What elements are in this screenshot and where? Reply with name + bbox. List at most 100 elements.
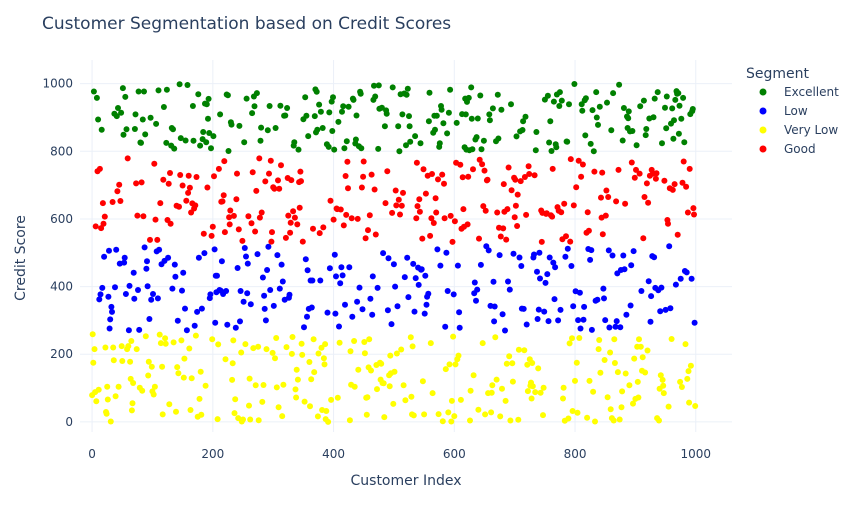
legend-item-good[interactable]: Good <box>759 142 816 156</box>
data-point-good <box>652 175 659 182</box>
data-point-very-low <box>506 353 513 360</box>
data-point-good <box>602 212 609 219</box>
data-point-very-low <box>398 346 405 353</box>
data-point-good <box>441 215 448 222</box>
data-point-good <box>433 209 440 216</box>
data-point-excellent <box>313 88 320 95</box>
data-point-low <box>531 251 537 258</box>
data-point-good <box>294 221 301 228</box>
data-point-good <box>192 202 199 209</box>
data-point-excellent <box>155 87 162 94</box>
data-point-good <box>291 214 298 221</box>
data-point-good <box>185 172 192 179</box>
data-point-good <box>419 235 426 242</box>
legend-item-excellent[interactable]: Excellent <box>759 85 840 99</box>
data-point-low <box>278 261 285 268</box>
data-point-very-low <box>560 384 567 391</box>
data-point-very-low <box>529 383 536 390</box>
data-point-good <box>208 232 215 239</box>
data-point-excellent <box>604 99 610 106</box>
legend[interactable]: Segment Excellent Low Very Low Good <box>746 66 839 156</box>
data-point-very-low <box>678 384 685 390</box>
data-point-excellent <box>440 120 447 127</box>
data-point-low <box>338 264 345 271</box>
data-point-low <box>516 254 523 261</box>
data-point-excellent <box>477 92 484 99</box>
data-point-very-low <box>320 355 327 362</box>
data-point-good <box>497 233 504 240</box>
data-point-good <box>585 227 592 234</box>
data-point-excellent <box>520 118 527 125</box>
data-point-excellent <box>547 118 554 125</box>
data-point-low <box>274 252 281 259</box>
data-point-excellent <box>330 94 336 101</box>
x-axis-title: Customer Index <box>351 473 462 489</box>
data-point-very-low <box>301 398 308 405</box>
data-point-low <box>523 321 530 328</box>
data-point-low <box>544 271 551 278</box>
data-point-good <box>185 189 192 196</box>
data-point-excellent <box>480 137 487 144</box>
data-point-low <box>218 258 225 265</box>
data-point-low <box>339 272 346 279</box>
data-point-low <box>617 324 624 331</box>
data-point-good <box>285 212 292 219</box>
data-point-very-low <box>390 400 397 407</box>
data-point-very-low <box>130 380 137 386</box>
data-points <box>89 81 699 425</box>
data-point-excellent <box>302 94 309 101</box>
data-point-good <box>96 165 103 172</box>
data-point-very-low <box>188 375 195 382</box>
data-point-good <box>133 180 140 187</box>
data-point-excellent <box>123 126 130 133</box>
data-point-very-low <box>590 388 597 395</box>
data-point-excellent <box>637 103 644 110</box>
legend-item-very-low[interactable]: Very Low <box>759 123 839 137</box>
data-point-good <box>288 177 295 184</box>
data-point-good <box>683 183 690 190</box>
data-point-very-low <box>355 366 362 373</box>
data-point-excellent <box>556 89 563 96</box>
data-point-excellent <box>659 140 665 147</box>
legend-item-low[interactable]: Low <box>759 104 808 118</box>
data-point-good <box>389 209 396 216</box>
data-point-excellent <box>589 107 596 114</box>
data-point-low <box>359 306 366 313</box>
data-point-low <box>576 289 583 296</box>
data-point-excellent <box>582 132 589 139</box>
data-point-very-low <box>321 361 328 368</box>
data-point-very-low <box>115 383 122 390</box>
data-point-very-low <box>311 369 318 376</box>
data-point-very-low <box>607 349 614 356</box>
data-point-low <box>410 260 417 267</box>
data-point-low <box>491 318 498 325</box>
data-point-very-low <box>366 336 373 343</box>
data-point-very-low <box>619 388 626 395</box>
data-point-good <box>276 185 283 192</box>
data-point-very-low <box>107 418 114 425</box>
data-point-very-low <box>292 386 299 393</box>
data-point-good <box>330 216 337 223</box>
y-tick-label: 800 <box>50 144 73 158</box>
data-point-good <box>420 166 427 173</box>
data-point-low <box>201 250 208 257</box>
data-point-good <box>252 228 259 235</box>
data-point-good <box>643 180 650 187</box>
data-point-low <box>264 267 271 273</box>
data-point-excellent <box>329 128 336 134</box>
data-point-very-low <box>263 346 270 353</box>
data-point-excellent <box>122 93 129 100</box>
data-point-low <box>477 261 484 268</box>
data-point-excellent <box>383 110 390 117</box>
data-point-very-low <box>569 408 576 414</box>
data-point-very-low <box>364 394 371 401</box>
y-axis-ticks: 0 200 400 600 800 1000 <box>42 77 73 429</box>
data-point-excellent <box>608 127 615 134</box>
data-point-excellent <box>426 89 433 96</box>
data-point-very-low <box>351 383 358 390</box>
data-point-good <box>503 236 510 243</box>
data-point-excellent <box>343 138 350 145</box>
data-point-low <box>415 281 422 288</box>
data-point-good <box>360 173 367 180</box>
data-point-excellent <box>678 115 685 122</box>
